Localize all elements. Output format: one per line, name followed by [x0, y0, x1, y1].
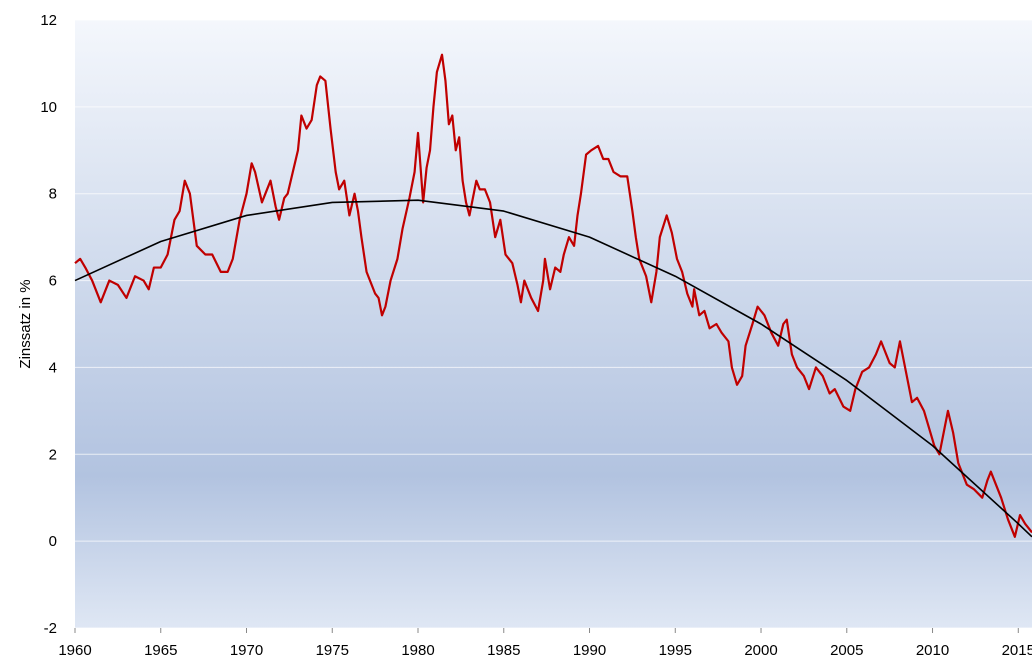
- y-tick-label: 12: [40, 12, 57, 29]
- x-tick-label: 1985: [487, 642, 520, 659]
- x-tick-label: 2015: [1002, 642, 1032, 659]
- series-line: [74, 53, 1032, 538]
- y-tick-label: -2: [44, 620, 57, 637]
- x-tick-label: 2005: [830, 642, 863, 659]
- x-tick-label: 1980: [401, 642, 434, 659]
- y-tick-label: 4: [49, 359, 57, 376]
- x-tick-label: 2010: [916, 642, 949, 659]
- x-tick-label: 1970: [230, 642, 263, 659]
- x-tick-label: 1995: [659, 642, 692, 659]
- y-tick-label: 10: [40, 99, 57, 116]
- y-tick-label: 6: [49, 273, 57, 290]
- y-axis-label: Zinssatz in %: [17, 279, 34, 368]
- plot-area: [75, 20, 1032, 628]
- x-tick-label: 1975: [316, 642, 349, 659]
- x-tick-label: 2000: [744, 642, 777, 659]
- x-tick-label: 1965: [144, 642, 177, 659]
- x-tick-label: 1960: [58, 642, 91, 659]
- y-tick-label: 2: [49, 446, 57, 463]
- x-tick-label: 1990: [573, 642, 606, 659]
- y-tick-label: 0: [49, 533, 57, 550]
- y-tick-label: 8: [49, 186, 57, 203]
- series-line: [74, 199, 1032, 538]
